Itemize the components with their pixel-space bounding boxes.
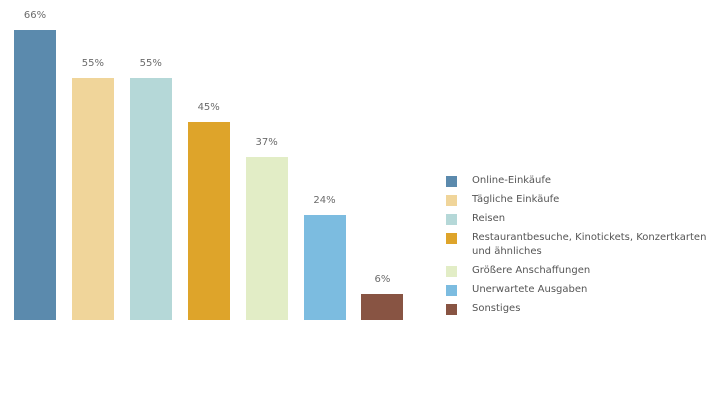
bar-value-label: 45% <box>197 102 220 114</box>
bar-value-label: 55% <box>139 58 162 70</box>
bar-value-label: 24% <box>313 194 336 206</box>
bar-value-label: 55% <box>81 58 104 70</box>
legend-swatch <box>446 176 457 187</box>
legend-label: Online-Einkäufe <box>472 175 552 186</box>
legend-label: Tägliche Einkäufe <box>472 194 560 205</box>
legend-label: Sonstiges <box>472 303 521 314</box>
legend-item: Unerwartete Ausgaben <box>446 283 716 297</box>
legend-swatch <box>446 233 457 244</box>
legend-item: Reisen <box>446 212 716 226</box>
legend-item: Tägliche Einkäufe <box>446 193 716 207</box>
bar <box>14 30 56 320</box>
legend-label: Reisen <box>472 213 506 224</box>
legend-item: Online-Einkäufe <box>446 174 716 188</box>
legend-swatch <box>446 304 457 315</box>
legend-item: Restaurantbesuche, Kinotickets, Konzertk… <box>446 231 716 259</box>
legend-item: Sonstiges <box>446 302 716 316</box>
bar-value-label: 37% <box>255 137 278 149</box>
legend-swatch <box>446 266 457 277</box>
legend-swatch <box>446 195 457 206</box>
legend-label: Unerwartete Ausgaben <box>472 284 588 295</box>
legend-item: Größere Anschaffungen <box>446 264 716 278</box>
legend-swatch <box>446 285 457 296</box>
legend-swatch <box>446 214 457 225</box>
bar <box>303 214 346 320</box>
bar-chart: 66% 55% 55% 45% 37% 24% 6% <box>0 0 420 330</box>
bar-value-label: 66% <box>23 10 47 21</box>
bar <box>361 293 404 320</box>
bar <box>245 157 288 320</box>
bar-value-label: 6% <box>374 273 391 285</box>
bar <box>187 122 230 320</box>
legend-label: Größere Anschaffungen <box>472 265 591 276</box>
legend-label: Restaurantbesuche, Kinotickets, Konzertk… <box>472 232 707 257</box>
bar <box>129 78 172 320</box>
bar <box>71 78 114 320</box>
legend: Online-Einkäufe Tägliche Einkäufe Reisen Re… <box>446 174 716 321</box>
